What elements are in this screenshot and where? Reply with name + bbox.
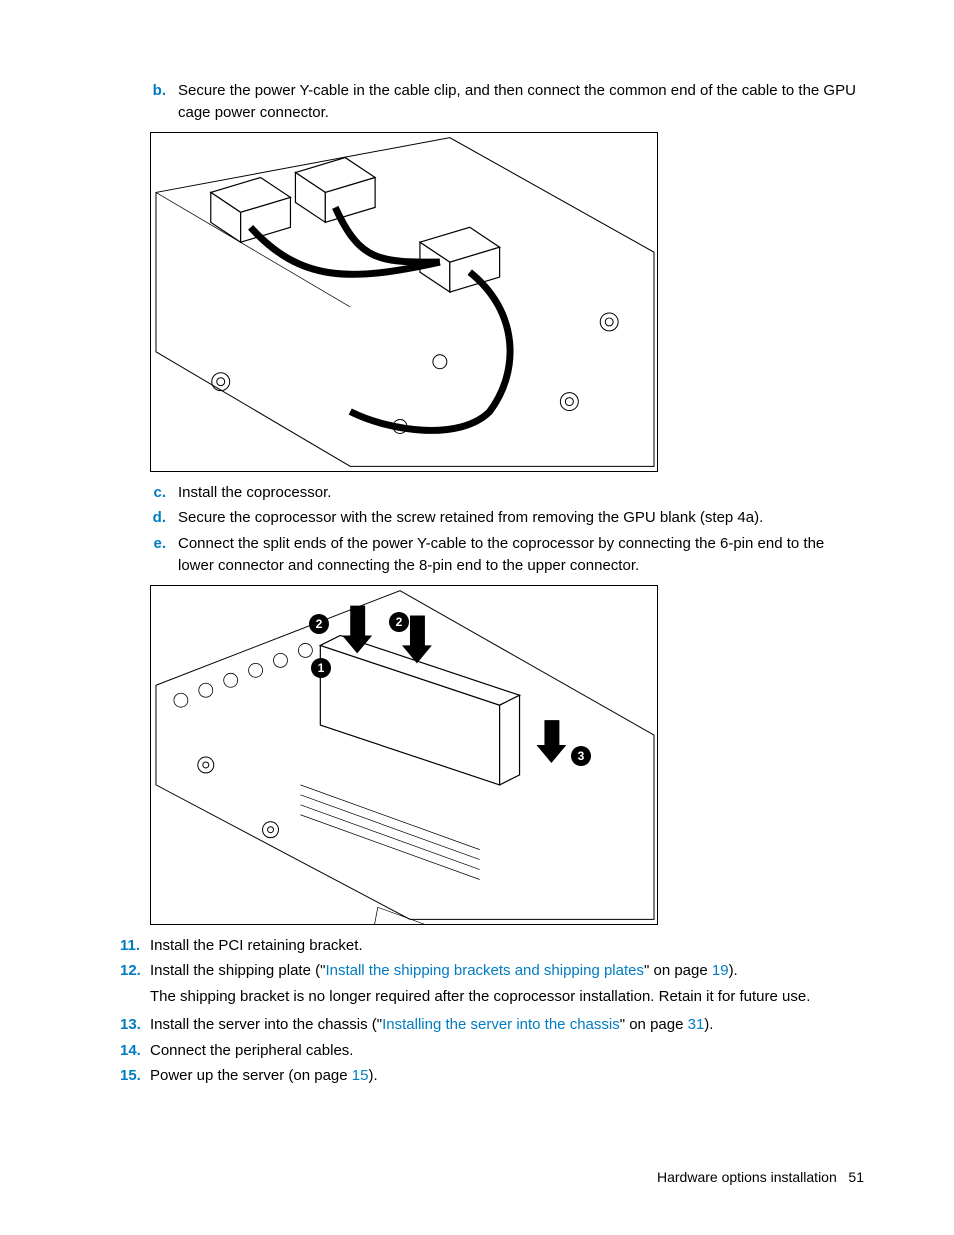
link-shipping-plates[interactable]: Install the shipping brackets and shippi… [325, 962, 644, 979]
callout-1: 1 [311, 658, 331, 678]
text-post: ). [729, 962, 738, 979]
substep-c: c. Install the coprocessor. [148, 482, 864, 504]
step-12-followup: The shipping bracket is no longer requir… [150, 986, 864, 1008]
step-marker: 13. [120, 1014, 150, 1036]
substep-marker: b. [148, 80, 178, 102]
footer-section: Hardware options installation [657, 1169, 837, 1185]
substep-e: e. Connect the split ends of the power Y… [148, 533, 864, 577]
callout-2b: 2 [389, 612, 409, 632]
substep-text: Secure the power Y-cable in the cable cl… [178, 80, 864, 124]
figure-coprocessor: 2 2 1 3 [150, 585, 658, 925]
step-text: Install the shipping plate ("Install the… [150, 960, 864, 982]
substep-marker: e. [148, 533, 178, 555]
link-page-19[interactable]: 19 [712, 962, 729, 979]
document-page: b. Secure the power Y-cable in the cable… [0, 0, 954, 1235]
text-pre: Power up the server (on page [150, 1067, 352, 1084]
footer-page: 51 [848, 1169, 864, 1185]
text-post: ). [704, 1016, 713, 1033]
step-marker: 14. [120, 1040, 150, 1062]
step-marker: 15. [120, 1065, 150, 1087]
substep-marker: d. [148, 507, 178, 529]
step-15: 15. Power up the server (on page 15). [120, 1065, 864, 1087]
substep-text: Connect the split ends of the power Y-ca… [178, 533, 864, 577]
link-install-chassis[interactable]: Installing the server into the chassis [382, 1016, 620, 1033]
step-text: Power up the server (on page 15). [150, 1065, 864, 1087]
step-marker: 12. [120, 960, 150, 982]
step-text: Install the server into the chassis ("In… [150, 1014, 864, 1036]
step-text: Install the PCI retaining bracket. [150, 935, 864, 957]
step-12: 12. Install the shipping plate ("Install… [120, 960, 864, 982]
text-mid: " on page [620, 1016, 688, 1033]
figure-ycable-svg [151, 132, 657, 472]
page-footer: Hardware options installation 51 [657, 1169, 864, 1185]
step-marker: 11. [120, 935, 150, 957]
substep-d: d. Secure the coprocessor with the screw… [148, 507, 864, 529]
link-page-15[interactable]: 15 [352, 1067, 369, 1084]
text-pre: Install the shipping plate (" [150, 962, 325, 979]
callout-2a: 2 [309, 614, 329, 634]
substep-b: b. Secure the power Y-cable in the cable… [148, 80, 864, 124]
text-mid: " on page [644, 962, 712, 979]
link-page-31[interactable]: 31 [688, 1016, 705, 1033]
step-13: 13. Install the server into the chassis … [120, 1014, 864, 1036]
substep-text: Secure the coprocessor with the screw re… [178, 507, 864, 529]
text-pre: Install the server into the chassis (" [150, 1016, 382, 1033]
callout-3: 3 [571, 746, 591, 766]
text-post: ). [368, 1067, 377, 1084]
step-text: Connect the peripheral cables. [150, 1040, 864, 1062]
step-14: 14. Connect the peripheral cables. [120, 1040, 864, 1062]
step-11: 11. Install the PCI retaining bracket. [120, 935, 864, 957]
figure-ycable [150, 132, 658, 472]
substep-text: Install the coprocessor. [178, 482, 864, 504]
substep-marker: c. [148, 482, 178, 504]
